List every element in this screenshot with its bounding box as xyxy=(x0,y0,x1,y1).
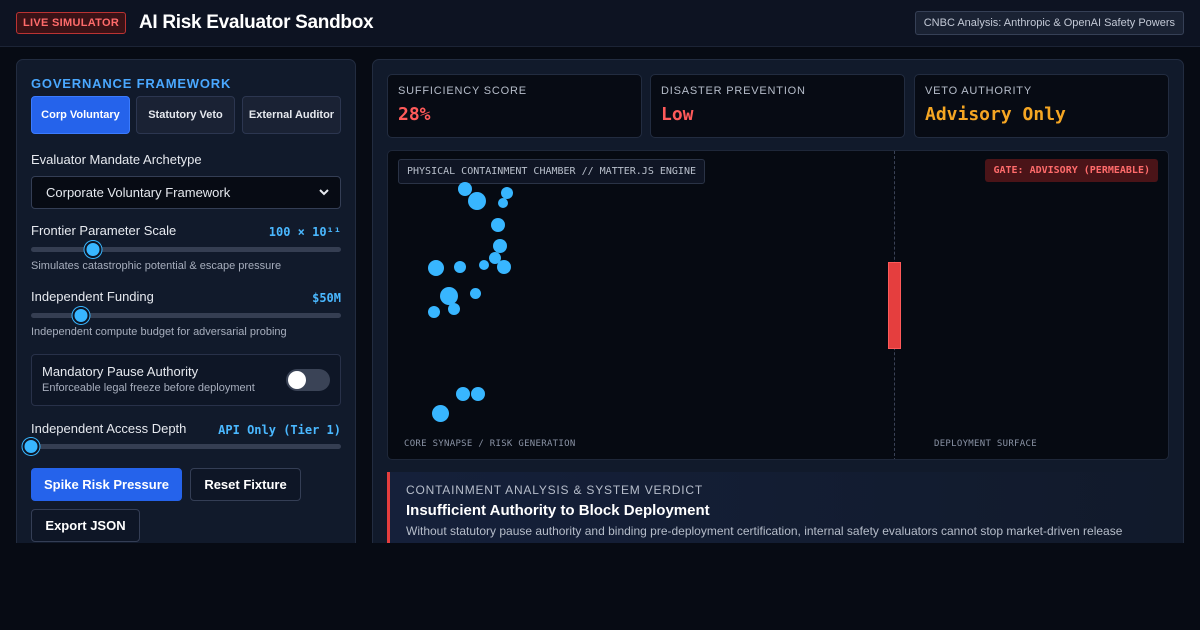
gate-status-tag: GATE: ADVISORY (PERMEABLE) xyxy=(985,159,1158,182)
verdict-label: CONTAINMENT ANALYSIS & SYSTEM VERDICT xyxy=(406,483,703,497)
export-json-button[interactable]: Export JSON xyxy=(31,509,140,542)
governance-panel: GOVERNANCE FRAMEWORK Corp Voluntary Stat… xyxy=(16,59,356,559)
top-bar: LIVE SIMULATOR AI Risk Evaluator Sandbox… xyxy=(0,0,1200,47)
metric-disaster-prevention-card: DISASTER PREVENTION Low xyxy=(650,74,905,138)
funding-thumb[interactable] xyxy=(72,307,90,324)
parameter-scale-hint: Simulates catastrophic potential & escap… xyxy=(31,260,282,272)
funding-label: Independent Funding xyxy=(31,289,154,304)
archetype-select[interactable]: Corporate Voluntary Framework xyxy=(31,176,341,209)
risk-particle xyxy=(440,287,458,305)
risk-particle xyxy=(428,306,440,318)
parameter-scale-thumb[interactable] xyxy=(84,241,102,258)
access-depth-slider[interactable] xyxy=(22,438,341,455)
parameter-scale-slider[interactable] xyxy=(31,241,341,258)
archetype-selected-value: Corporate Voluntary Framework xyxy=(46,185,231,200)
chevron-down-icon xyxy=(319,189,329,196)
pause-authority-toggle[interactable] xyxy=(286,369,330,391)
access-depth-thumb[interactable] xyxy=(22,438,40,455)
mode-corp-voluntary-button[interactable]: Corp Voluntary xyxy=(31,96,130,134)
risk-particle xyxy=(489,252,501,264)
reset-fixture-button[interactable]: Reset Fixture xyxy=(190,468,301,501)
gate-barrier xyxy=(888,262,901,349)
risk-particle xyxy=(493,239,507,253)
access-depth-value: API Only (Tier 1) xyxy=(218,423,341,437)
mode-external-auditor-button[interactable]: External Auditor xyxy=(242,96,341,134)
metric-label: DISASTER PREVENTION xyxy=(661,85,806,97)
spike-risk-button[interactable]: Spike Risk Pressure xyxy=(31,468,182,501)
toggle-knob xyxy=(288,371,306,389)
mode-statutory-veto-button[interactable]: Statutory Veto xyxy=(136,96,235,134)
containment-chamber: PHYSICAL CONTAINMENT CHAMBER // MATTER.J… xyxy=(387,150,1169,460)
risk-particle xyxy=(501,187,513,199)
pause-authority-subtitle: Enforceable legal freeze before deployme… xyxy=(42,382,255,394)
risk-particle xyxy=(497,260,511,274)
risk-particle xyxy=(468,192,486,210)
risk-particle xyxy=(469,287,481,299)
archetype-label: Evaluator Mandate Archetype xyxy=(31,152,202,167)
parameter-scale-label: Frontier Parameter Scale xyxy=(31,223,177,238)
section-title: GOVERNANCE FRAMEWORK xyxy=(31,76,232,91)
metric-veto-authority-card: VETO AUTHORITY Advisory Only xyxy=(914,74,1169,138)
pause-authority-card: Mandatory Pause Authority Enforceable le… xyxy=(31,354,341,406)
verdict-title: Insufficient Authority to Block Deployme… xyxy=(406,502,710,519)
metric-label: SUFFICIENCY SCORE xyxy=(398,85,527,97)
access-depth-label: Independent Access Depth xyxy=(31,421,187,436)
metric-sufficiency-card: SUFFICIENCY SCORE 28% xyxy=(387,74,642,138)
page-footer-area xyxy=(0,543,1200,630)
risk-particle xyxy=(458,182,472,196)
funding-slider[interactable] xyxy=(31,307,341,324)
core-zone-label: CORE SYNAPSE / RISK GENERATION xyxy=(404,439,576,449)
simulation-panel: SUFFICIENCY SCORE 28% DISASTER PREVENTIO… xyxy=(372,59,1184,559)
risk-particle xyxy=(448,303,460,315)
risk-particle xyxy=(428,260,444,276)
disaster-prevention-value: Low xyxy=(661,104,694,125)
pause-authority-title: Mandatory Pause Authority xyxy=(42,364,199,379)
app-title: AI Risk Evaluator Sandbox xyxy=(139,12,374,33)
sufficiency-score-value: 28% xyxy=(398,104,431,125)
parameter-scale-value: 100 × 10¹¹ xyxy=(268,225,341,239)
veto-authority-value: Advisory Only xyxy=(925,104,1066,125)
live-simulator-badge: LIVE SIMULATOR xyxy=(16,12,127,34)
risk-particle xyxy=(454,261,466,273)
verdict-body: Without statutory pause authority and bi… xyxy=(406,524,1123,538)
deployment-zone-label: DEPLOYMENT SURFACE xyxy=(934,439,1037,449)
risk-particle xyxy=(479,260,489,270)
funding-value: $50M xyxy=(312,291,341,305)
risk-particle xyxy=(431,404,449,422)
source-tag: CNBC Analysis: Anthropic & OpenAI Safety… xyxy=(914,11,1184,35)
risk-particle xyxy=(498,198,508,208)
risk-particle xyxy=(456,387,470,401)
funding-hint: Independent compute budget for adversari… xyxy=(31,326,287,338)
chamber-tag: PHYSICAL CONTAINMENT CHAMBER // MATTER.J… xyxy=(398,159,705,184)
metric-label: VETO AUTHORITY xyxy=(925,85,1032,97)
risk-particle xyxy=(471,387,485,401)
risk-particle xyxy=(491,218,505,232)
